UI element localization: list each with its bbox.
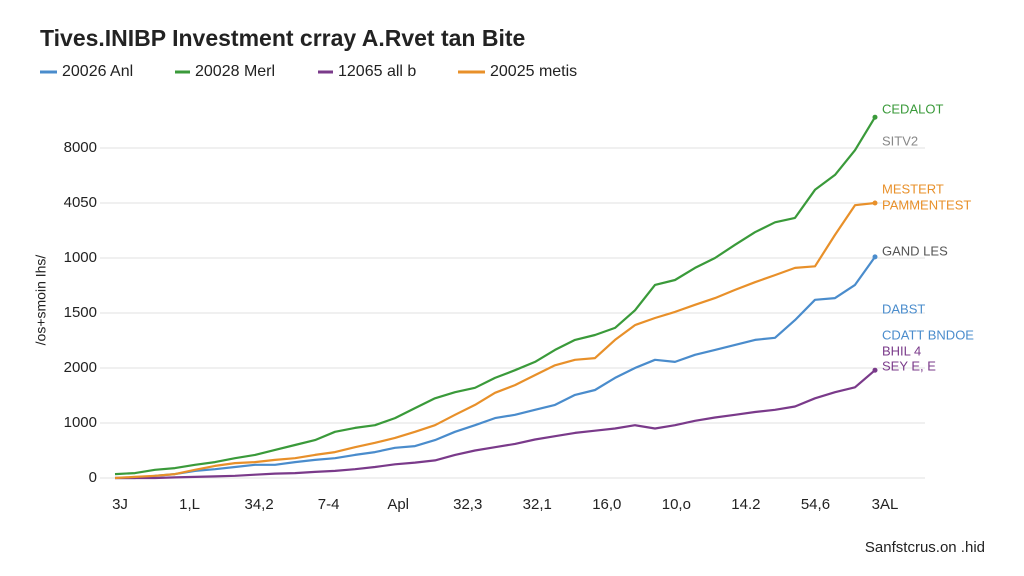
legend-label: 20026 Anl [62,63,133,80]
x-tick-label: 16,0 [592,496,621,513]
end-point [872,200,878,206]
series-line [114,116,876,476]
y-tick-label: 1500 [64,304,97,321]
end-point [872,367,878,373]
series-line [115,369,876,480]
end-point [872,114,878,120]
annotation: CDATT BNDOE [882,327,974,342]
legend-label: 20025 metis [490,63,577,80]
y-tick-label: 4050 [64,194,97,211]
y-axis-label: /os+smoin Ihs/ [33,255,49,346]
annotation: SITV2 [882,133,918,148]
x-tick-label: 10,o [662,496,691,513]
legend-label: 20028 Merl [195,63,275,80]
series-line [114,201,876,480]
x-tick-label: 3J [112,496,128,513]
x-tick-label: 1,L [179,496,200,513]
annotation: GAND LES [882,243,948,258]
annotation: BHIL 4 [882,343,921,358]
x-tick-label: Apl [387,496,409,513]
annotation: DABST [882,301,925,316]
annotation: CEDALOT [882,101,943,116]
x-tick-label: 14.2 [731,496,760,513]
annotation: SEY E, E [882,358,936,373]
annotation: PAMMENTEST [882,197,971,212]
footer: Sanfstcrus.on .hid [865,539,985,556]
x-tick-label: 54,6 [801,496,830,513]
y-tick-label: 1000 [64,249,97,266]
x-tick-label: 3AL [872,496,899,513]
end-point [872,254,878,260]
y-tick-label: 2000 [64,359,97,376]
legend-label: 12065 all b [338,63,416,80]
x-tick-label: 34,2 [244,496,273,513]
y-tick-label: 8000 [64,139,97,156]
annotation: MESTERT [882,181,944,196]
x-tick-label: 7-4 [318,496,340,513]
y-tick-label: 1000 [64,414,97,431]
y-tick-label: 0 [89,469,97,486]
x-tick-label: 32,3 [453,496,482,513]
series-line [115,256,876,480]
x-tick-label: 32,1 [523,496,552,513]
chart-title: Tives.INIBP Investment crray A.Rvet tan … [40,25,525,51]
